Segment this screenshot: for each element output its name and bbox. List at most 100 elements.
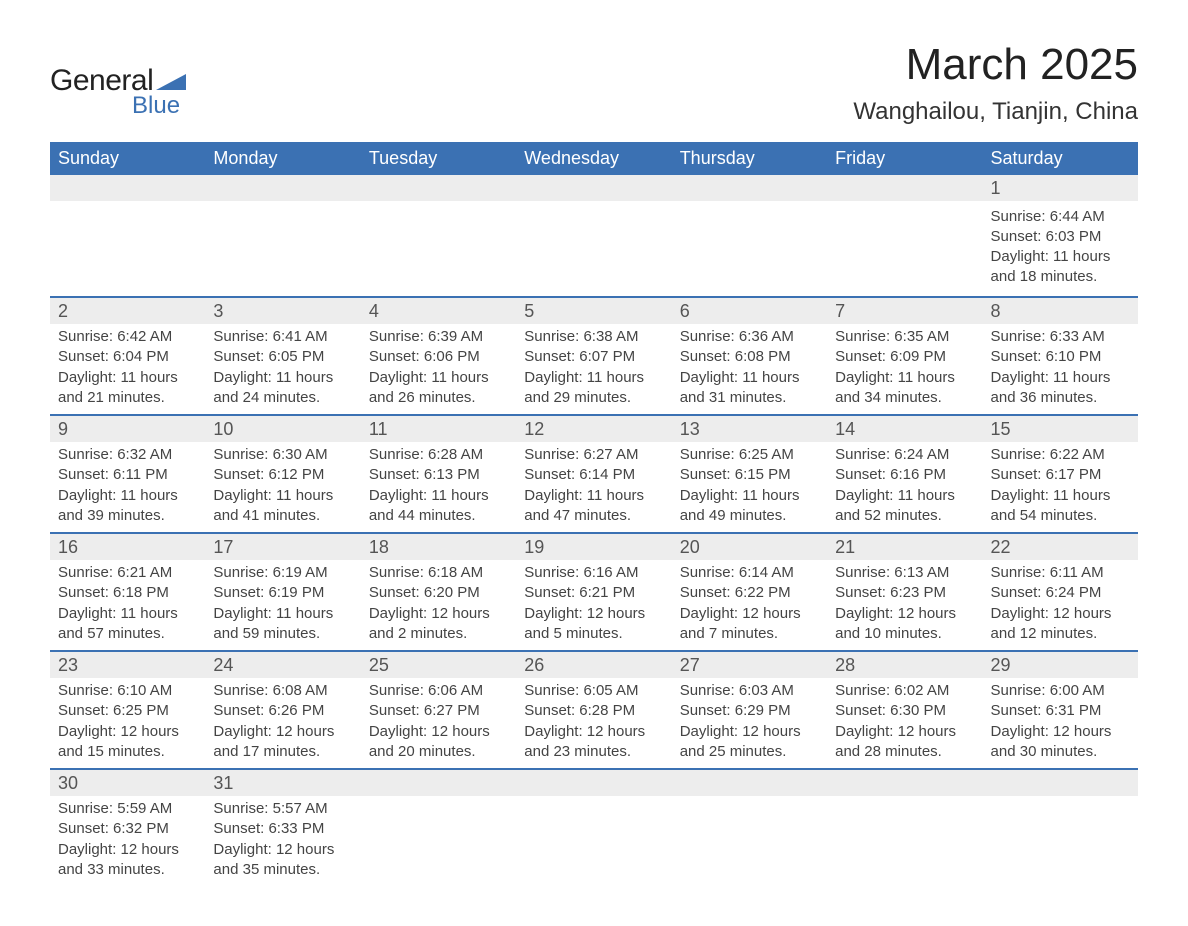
day-number-cell: 2 bbox=[50, 297, 205, 324]
sunrise-text: Sunrise: 6:02 AM bbox=[835, 681, 974, 701]
daylight-text: Daylight: 12 hours and 33 minutes. bbox=[58, 840, 197, 881]
day-detail-cell: Sunrise: 6:32 AMSunset: 6:11 PMDaylight:… bbox=[50, 442, 205, 533]
daylight-text: Daylight: 12 hours and 2 minutes. bbox=[369, 604, 508, 645]
daylight-text: Daylight: 11 hours and 39 minutes. bbox=[58, 486, 197, 527]
sunset-text: Sunset: 6:15 PM bbox=[680, 465, 819, 485]
sunset-text: Sunset: 6:04 PM bbox=[58, 347, 197, 367]
day-detail-cell: Sunrise: 6:35 AMSunset: 6:09 PMDaylight:… bbox=[827, 324, 982, 415]
sunset-text: Sunset: 6:05 PM bbox=[213, 347, 352, 367]
day-detail-cell bbox=[516, 796, 671, 886]
day-detail-cell bbox=[827, 201, 982, 297]
day-number-cell bbox=[516, 175, 671, 201]
detail-row: Sunrise: 6:44 AMSunset: 6:03 PMDaylight:… bbox=[50, 201, 1138, 297]
sunrise-text: Sunrise: 6:30 AM bbox=[213, 445, 352, 465]
sunset-text: Sunset: 6:20 PM bbox=[369, 583, 508, 603]
sunrise-text: Sunrise: 6:18 AM bbox=[369, 563, 508, 583]
sunset-text: Sunset: 6:33 PM bbox=[213, 819, 352, 839]
day-number-cell bbox=[827, 175, 982, 201]
day-detail-cell: Sunrise: 6:36 AMSunset: 6:08 PMDaylight:… bbox=[672, 324, 827, 415]
day-detail-cell: Sunrise: 6:16 AMSunset: 6:21 PMDaylight:… bbox=[516, 560, 671, 651]
sunrise-text: Sunrise: 6:33 AM bbox=[991, 327, 1130, 347]
sunset-text: Sunset: 6:12 PM bbox=[213, 465, 352, 485]
detail-row: Sunrise: 6:21 AMSunset: 6:18 PMDaylight:… bbox=[50, 560, 1138, 651]
day-number-cell: 25 bbox=[361, 651, 516, 678]
day-number-cell: 18 bbox=[361, 533, 516, 560]
sunrise-text: Sunrise: 6:08 AM bbox=[213, 681, 352, 701]
day-detail-cell: Sunrise: 6:38 AMSunset: 6:07 PMDaylight:… bbox=[516, 324, 671, 415]
day-detail-cell: Sunrise: 6:10 AMSunset: 6:25 PMDaylight:… bbox=[50, 678, 205, 769]
sunrise-text: Sunrise: 6:03 AM bbox=[680, 681, 819, 701]
day-detail-cell: Sunrise: 6:30 AMSunset: 6:12 PMDaylight:… bbox=[205, 442, 360, 533]
day-detail-cell: Sunrise: 6:28 AMSunset: 6:13 PMDaylight:… bbox=[361, 442, 516, 533]
day-number-cell: 11 bbox=[361, 415, 516, 442]
sunrise-text: Sunrise: 6:36 AM bbox=[680, 327, 819, 347]
day-detail-cell bbox=[361, 796, 516, 886]
day-number-cell: 4 bbox=[361, 297, 516, 324]
day-number-cell: 14 bbox=[827, 415, 982, 442]
day-number-cell: 17 bbox=[205, 533, 360, 560]
day-number-cell: 6 bbox=[672, 297, 827, 324]
daylight-text: Daylight: 12 hours and 5 minutes. bbox=[524, 604, 663, 645]
day-header: Thursday bbox=[672, 142, 827, 175]
sunrise-text: Sunrise: 6:10 AM bbox=[58, 681, 197, 701]
daylight-text: Daylight: 11 hours and 54 minutes. bbox=[991, 486, 1130, 527]
sunset-text: Sunset: 6:13 PM bbox=[369, 465, 508, 485]
daylight-text: Daylight: 11 hours and 47 minutes. bbox=[524, 486, 663, 527]
sunrise-text: Sunrise: 6:32 AM bbox=[58, 445, 197, 465]
day-number-cell: 19 bbox=[516, 533, 671, 560]
day-detail-cell: Sunrise: 6:25 AMSunset: 6:15 PMDaylight:… bbox=[672, 442, 827, 533]
day-detail-cell: Sunrise: 6:18 AMSunset: 6:20 PMDaylight:… bbox=[361, 560, 516, 651]
daylight-text: Daylight: 12 hours and 28 minutes. bbox=[835, 722, 974, 763]
sunset-text: Sunset: 6:08 PM bbox=[680, 347, 819, 367]
day-number-cell: 27 bbox=[672, 651, 827, 678]
sunrise-text: Sunrise: 6:27 AM bbox=[524, 445, 663, 465]
sunset-text: Sunset: 6:27 PM bbox=[369, 701, 508, 721]
sunrise-text: Sunrise: 6:41 AM bbox=[213, 327, 352, 347]
sunrise-text: Sunrise: 6:06 AM bbox=[369, 681, 508, 701]
day-number-cell bbox=[361, 175, 516, 201]
day-number-cell: 23 bbox=[50, 651, 205, 678]
day-detail-cell: Sunrise: 6:27 AMSunset: 6:14 PMDaylight:… bbox=[516, 442, 671, 533]
day-number-cell: 9 bbox=[50, 415, 205, 442]
sunset-text: Sunset: 6:28 PM bbox=[524, 701, 663, 721]
sunrise-text: Sunrise: 6:35 AM bbox=[835, 327, 974, 347]
daylight-text: Daylight: 11 hours and 34 minutes. bbox=[835, 368, 974, 409]
sunset-text: Sunset: 6:32 PM bbox=[58, 819, 197, 839]
daylight-text: Daylight: 11 hours and 52 minutes. bbox=[835, 486, 974, 527]
sunset-text: Sunset: 6:06 PM bbox=[369, 347, 508, 367]
day-detail-cell bbox=[983, 796, 1138, 886]
page-header: General Blue March 2025 Wanghailou, Tian… bbox=[50, 40, 1138, 126]
sunset-text: Sunset: 6:03 PM bbox=[991, 227, 1130, 247]
sunrise-text: Sunrise: 6:28 AM bbox=[369, 445, 508, 465]
day-number-cell: 28 bbox=[827, 651, 982, 678]
location-subtitle: Wanghailou, Tianjin, China bbox=[853, 98, 1138, 126]
sunset-text: Sunset: 6:19 PM bbox=[213, 583, 352, 603]
day-number-cell bbox=[516, 769, 671, 796]
sunrise-text: Sunrise: 5:57 AM bbox=[213, 799, 352, 819]
day-header: Sunday bbox=[50, 142, 205, 175]
day-number-cell: 22 bbox=[983, 533, 1138, 560]
day-number-cell bbox=[672, 769, 827, 796]
day-number-cell: 10 bbox=[205, 415, 360, 442]
day-detail-cell: Sunrise: 6:42 AMSunset: 6:04 PMDaylight:… bbox=[50, 324, 205, 415]
sunrise-text: Sunrise: 6:13 AM bbox=[835, 563, 974, 583]
sunset-text: Sunset: 6:30 PM bbox=[835, 701, 974, 721]
detail-row: Sunrise: 6:32 AMSunset: 6:11 PMDaylight:… bbox=[50, 442, 1138, 533]
daylight-text: Daylight: 12 hours and 30 minutes. bbox=[991, 722, 1130, 763]
day-detail-cell: Sunrise: 6:24 AMSunset: 6:16 PMDaylight:… bbox=[827, 442, 982, 533]
detail-row: Sunrise: 5:59 AMSunset: 6:32 PMDaylight:… bbox=[50, 796, 1138, 886]
daylight-text: Daylight: 12 hours and 15 minutes. bbox=[58, 722, 197, 763]
day-detail-cell: Sunrise: 6:33 AMSunset: 6:10 PMDaylight:… bbox=[983, 324, 1138, 415]
sunrise-text: Sunrise: 6:11 AM bbox=[991, 563, 1130, 583]
day-number-cell bbox=[827, 769, 982, 796]
day-number-cell: 21 bbox=[827, 533, 982, 560]
day-number-cell bbox=[361, 769, 516, 796]
day-header: Wednesday bbox=[516, 142, 671, 175]
day-detail-cell: Sunrise: 6:41 AMSunset: 6:05 PMDaylight:… bbox=[205, 324, 360, 415]
sunrise-text: Sunrise: 6:38 AM bbox=[524, 327, 663, 347]
sunrise-text: Sunrise: 6:24 AM bbox=[835, 445, 974, 465]
sunrise-text: Sunrise: 6:25 AM bbox=[680, 445, 819, 465]
title-block: March 2025 Wanghailou, Tianjin, China bbox=[853, 40, 1138, 126]
sunrise-text: Sunrise: 6:42 AM bbox=[58, 327, 197, 347]
sunset-text: Sunset: 6:31 PM bbox=[991, 701, 1130, 721]
